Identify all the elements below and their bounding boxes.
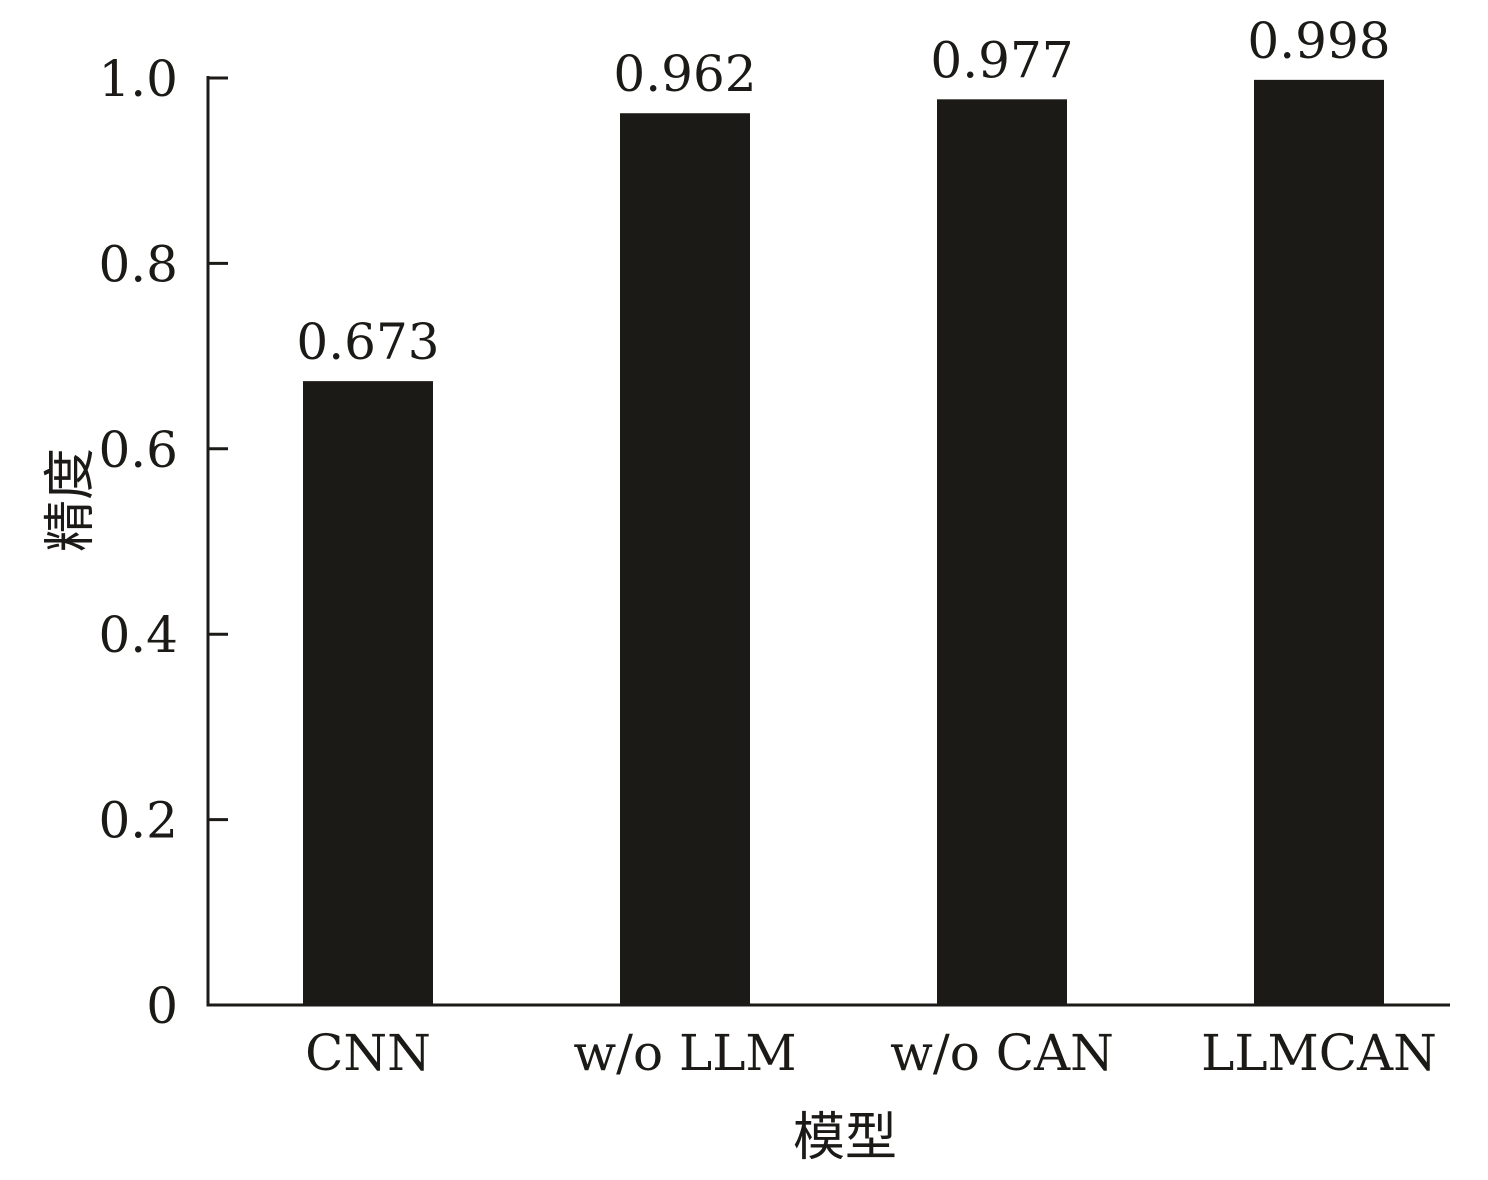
bar-value-label: 0.962 xyxy=(613,45,756,103)
y-tick-label: 0.8 xyxy=(98,235,178,293)
x-category-label: LLMCAN xyxy=(1201,1024,1437,1082)
x-category-label: w/o CAN xyxy=(890,1024,1114,1082)
y-tick-label: 0.6 xyxy=(98,421,178,479)
y-tick-label: 0 xyxy=(146,977,178,1035)
bar xyxy=(620,113,750,1005)
x-categories-group: CNN w/o LLM w/o CAN LLMCAN xyxy=(305,1024,1437,1082)
bar-value-label: 0.998 xyxy=(1247,12,1390,70)
x-category-label: w/o LLM xyxy=(573,1024,796,1082)
y-tick-label: 0.2 xyxy=(98,792,178,850)
y-ticks-group: 0 0.2 0.4 0.6 0.8 1.0 xyxy=(98,50,228,1035)
bar xyxy=(303,381,433,1005)
y-tick-label: 0.4 xyxy=(98,606,178,664)
y-tick-label: 1.0 xyxy=(98,50,178,108)
axes-group xyxy=(206,76,1450,1007)
bar-value-label: 0.673 xyxy=(296,313,439,371)
bar-value-label: 0.977 xyxy=(930,31,1073,89)
bars-group xyxy=(303,79,1384,1006)
data-labels-group: 0.673 0.962 0.977 0.998 xyxy=(296,12,1390,371)
x-category-label: CNN xyxy=(305,1024,431,1082)
bar xyxy=(1254,79,1384,1005)
x-axis-title: 模型 xyxy=(793,1108,897,1168)
y-axis-title: 精度 xyxy=(41,448,101,552)
bar xyxy=(937,99,1067,1006)
